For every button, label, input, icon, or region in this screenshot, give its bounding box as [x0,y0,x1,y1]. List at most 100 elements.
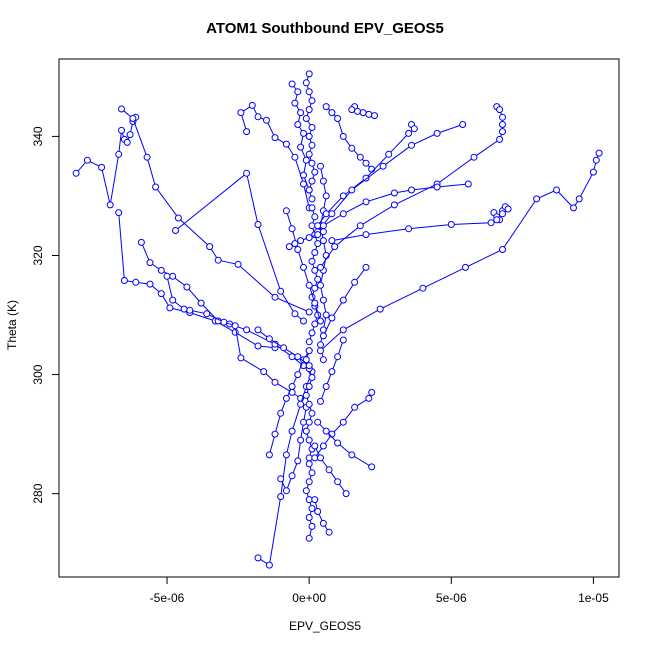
data-point [322,311,330,319]
data-point [277,409,285,417]
data-point [305,383,313,390]
data-point [282,394,290,402]
data-point [126,131,134,139]
data-point [356,153,364,161]
series-line [240,104,310,209]
data-point [305,460,313,468]
data-point [308,141,316,149]
data-point [322,210,330,218]
data-point [157,290,165,298]
data-point [319,228,327,236]
data-point [297,436,305,444]
data-point [305,338,313,346]
data-point [291,310,299,318]
y-tick-label: 280 [31,483,45,503]
data-point [294,121,302,128]
data-point [254,113,262,121]
y-tick-label: 340 [31,126,45,146]
data-point [334,439,342,447]
data-point [464,180,472,188]
data-point [277,475,285,483]
data-point [308,159,316,167]
data-point [282,451,290,459]
data-point [317,317,324,325]
data-point [379,162,387,170]
data-point [334,478,342,486]
data-point [186,306,194,314]
data-point [146,259,154,267]
data-point [317,162,324,170]
data-point [115,209,123,217]
data-point [288,383,296,390]
data-point [322,427,330,435]
data-point [72,169,80,177]
data-point [308,409,316,417]
data-point [311,496,319,504]
data-point [592,156,600,164]
data-point [408,141,415,149]
y-tick-label: 320 [31,245,45,265]
data-point [328,430,336,438]
data-point [98,163,106,171]
data-point [308,329,316,337]
data-point [308,374,316,381]
plot-area-frame [58,58,620,578]
data-point [348,451,356,459]
data-point [254,342,262,350]
series-line [320,152,600,352]
data-point [362,198,370,206]
data-point [390,189,398,197]
data-point [305,478,313,486]
data-point [314,275,322,283]
data-point [294,371,302,379]
data-point [493,216,501,224]
data-point [305,281,313,289]
data-point [197,299,205,307]
data-point [331,243,339,251]
data-point [163,272,171,280]
data-point [300,317,307,325]
data-point [362,174,370,182]
data-point [302,391,310,399]
data-point [371,112,378,120]
data-point [169,272,177,280]
data-point [288,225,296,233]
data-point [294,88,302,96]
data-point [376,305,384,313]
data-point [120,277,128,284]
data-point [499,246,506,253]
x-axis-label: EPV_GEOS5 [288,619,362,633]
data-point [575,195,583,203]
data-point [334,115,342,122]
data-point [433,129,441,137]
data-point [325,528,333,536]
data-point [305,70,313,78]
data-point [351,403,359,411]
data-point [308,257,316,265]
data-point [143,153,151,161]
data-point [254,554,262,562]
data-point [496,106,504,114]
data-point [305,534,313,542]
data-point [243,326,251,334]
data-point [368,165,376,173]
data-point [308,177,316,185]
data-point [294,246,302,253]
x-tick-label: 0e+00 [292,591,326,605]
data-point [322,192,330,200]
data-point [308,195,316,203]
data-point [470,153,478,161]
data-point [106,201,114,209]
data-point [589,168,597,176]
x-tick-label: 5e-06 [436,591,467,605]
data-point [308,505,316,512]
data-point [322,103,330,111]
series-0 [72,70,603,569]
data-point [499,121,506,128]
series-line [118,212,276,349]
data-point [300,263,307,271]
data-point [294,457,302,465]
data-point [433,183,441,191]
data-point [152,183,160,191]
data-point [288,427,296,435]
